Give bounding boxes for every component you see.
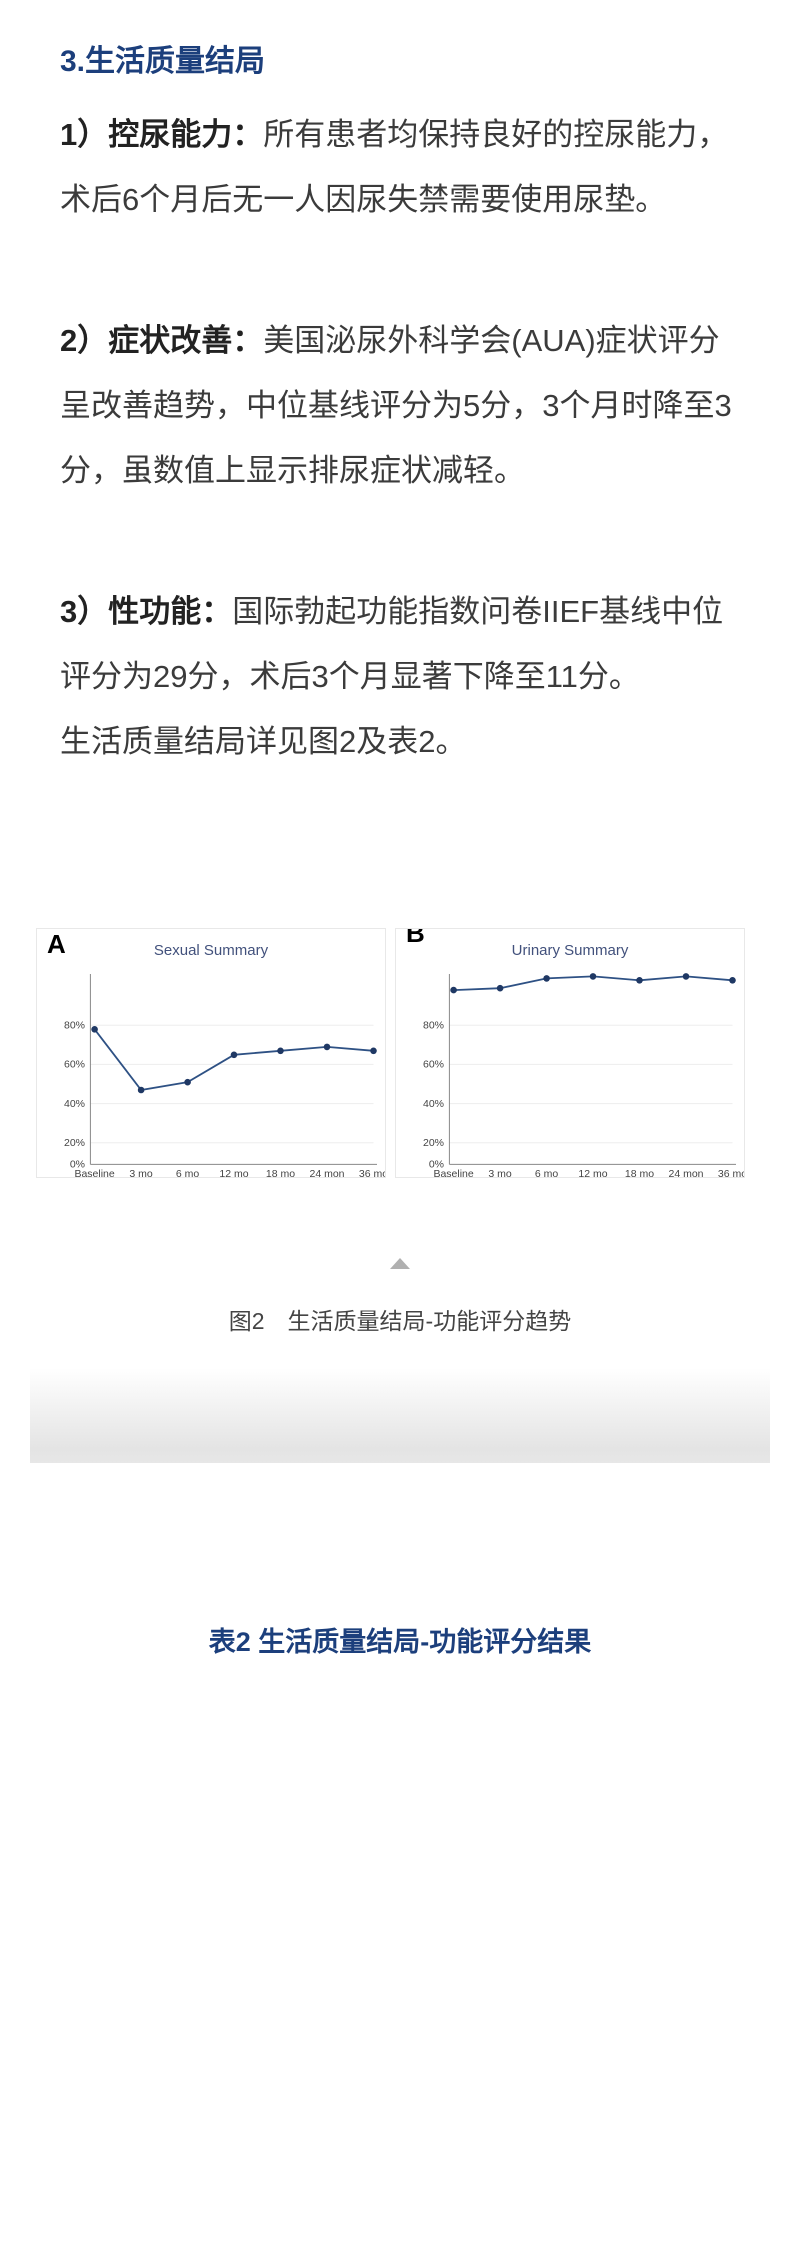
svg-text:20%: 20% <box>423 1137 444 1149</box>
svg-text:40%: 40% <box>64 1098 85 1110</box>
svg-text:18 mo: 18 mo <box>625 1168 654 1178</box>
svg-text:24 mon: 24 mon <box>309 1168 344 1178</box>
svg-text:80%: 80% <box>423 1020 444 1032</box>
svg-text:3 mo: 3 mo <box>488 1168 512 1178</box>
svg-text:3 mo: 3 mo <box>129 1168 153 1178</box>
svg-text:6 mo: 6 mo <box>176 1168 200 1178</box>
svg-text:24 mon: 24 mon <box>668 1168 703 1178</box>
svg-text:36 mo: 36 mo <box>718 1168 745 1178</box>
svg-text:20%: 20% <box>64 1137 85 1149</box>
svg-text:40%: 40% <box>423 1098 444 1110</box>
svg-text:12 mo: 12 mo <box>219 1168 248 1178</box>
svg-text:60%: 60% <box>423 1059 444 1071</box>
svg-text:60%: 60% <box>64 1059 85 1071</box>
svg-text:36 mo: 36 mo <box>359 1168 386 1178</box>
svg-text:12 mo: 12 mo <box>578 1168 607 1178</box>
svg-text:Baseline: Baseline <box>74 1168 114 1178</box>
svg-text:80%: 80% <box>64 1020 85 1032</box>
svg-text:6 mo: 6 mo <box>535 1168 559 1178</box>
svg-text:Baseline: Baseline <box>433 1168 473 1178</box>
svg-text:18 mo: 18 mo <box>266 1168 295 1178</box>
